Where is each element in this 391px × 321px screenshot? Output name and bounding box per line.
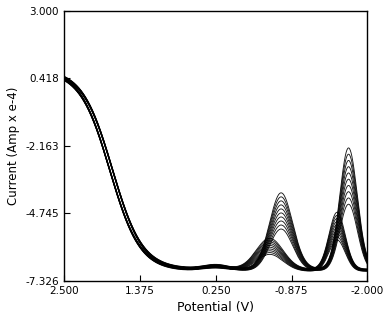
Y-axis label: Current (Amp x e-4): Current (Amp x e-4)	[7, 87, 20, 205]
X-axis label: Potential (V): Potential (V)	[177, 301, 254, 314]
